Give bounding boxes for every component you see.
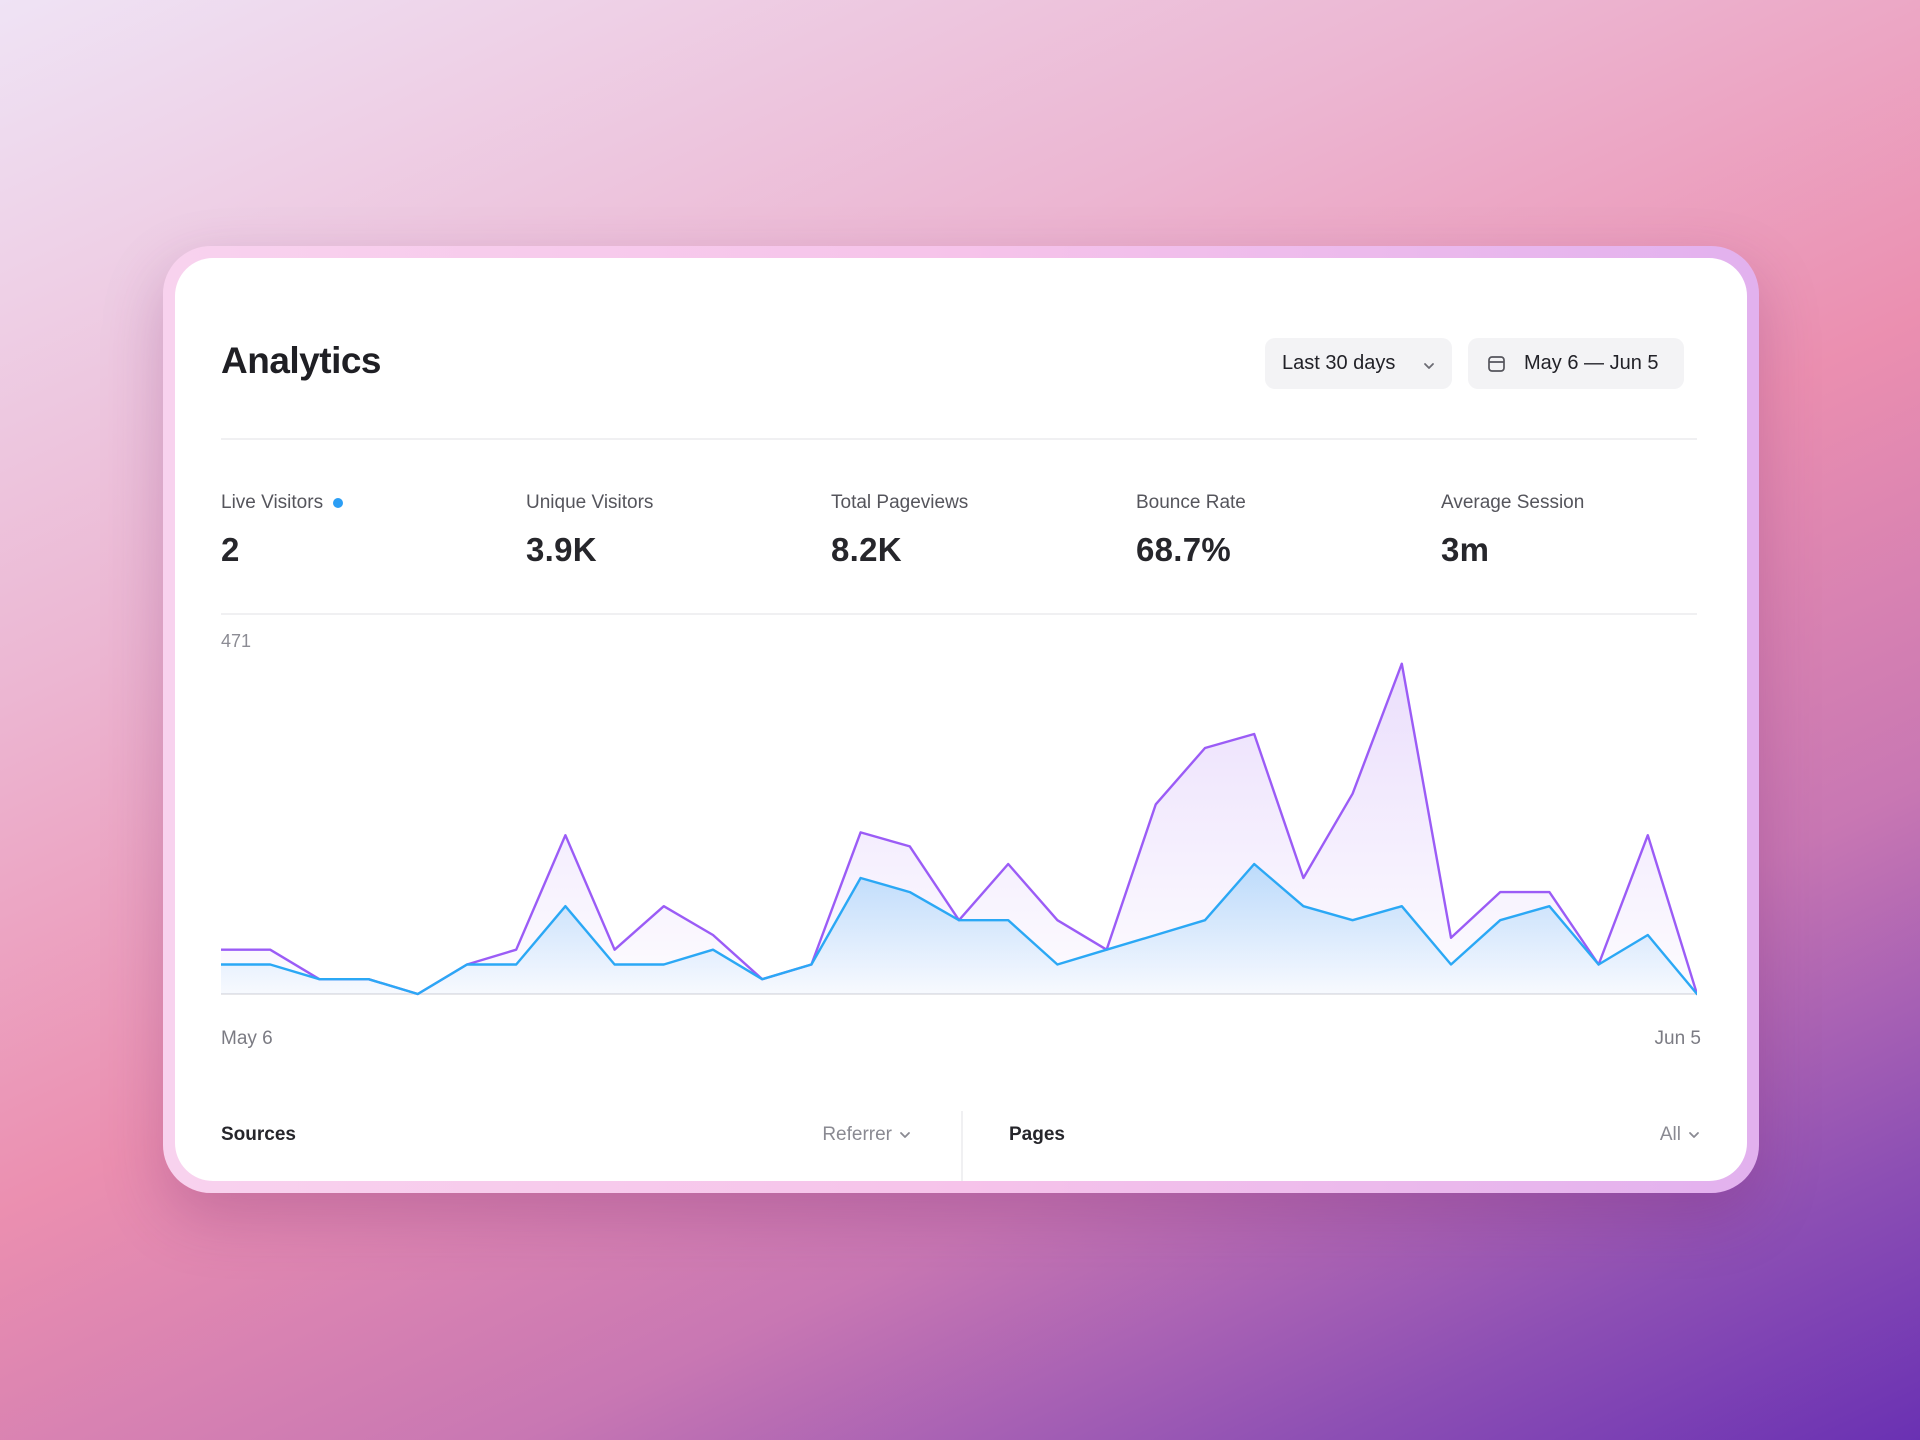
stat-value: 3m bbox=[1441, 531, 1490, 568]
card-frame: Analytics Last 30 days May 6 — Jun 5 Liv… bbox=[163, 246, 1759, 1193]
sources-filter-label: Referrer bbox=[822, 1124, 892, 1145]
chevron-down-icon bbox=[1687, 1128, 1701, 1142]
stat-total-pageviews: Total Pageviews 8.2K bbox=[831, 492, 968, 569]
visitors-area bbox=[221, 864, 1697, 994]
stat-value: 2 bbox=[221, 531, 240, 568]
pageviews-area bbox=[221, 663, 1697, 994]
date-range-label: Last 30 days bbox=[1282, 352, 1396, 374]
stat-value: 8.2K bbox=[831, 531, 902, 568]
stat-unique-visitors: Unique Visitors 3.9K bbox=[526, 492, 653, 569]
stat-value: 3.9K bbox=[526, 531, 597, 568]
sources-filter-dropdown[interactable]: Referrer bbox=[822, 1124, 912, 1146]
date-picker-button[interactable]: May 6 — Jun 5 bbox=[1468, 338, 1684, 389]
stat-label: Bounce Rate bbox=[1136, 492, 1246, 513]
panel-divider bbox=[961, 1111, 963, 1181]
page-title: Analytics bbox=[221, 340, 382, 381]
date-range-dropdown[interactable]: Last 30 days bbox=[1265, 338, 1452, 389]
stat-average-session: Average Session 3m bbox=[1441, 492, 1584, 569]
x-axis-end-label: Jun 5 bbox=[1654, 1028, 1701, 1049]
analytics-card: Analytics Last 30 days May 6 — Jun 5 Liv… bbox=[175, 258, 1747, 1181]
stat-live-visitors: Live Visitors 2 bbox=[221, 492, 344, 569]
stat-label: Live Visitors bbox=[221, 492, 324, 513]
date-picker-label: May 6 — Jun 5 bbox=[1524, 352, 1659, 374]
pages-filter-dropdown[interactable]: All bbox=[1660, 1124, 1701, 1146]
stat-bounce-rate: Bounce Rate 68.7% bbox=[1136, 492, 1246, 569]
header-divider bbox=[221, 438, 1697, 440]
stat-value: 68.7% bbox=[1136, 531, 1232, 568]
chevron-down-icon bbox=[898, 1128, 912, 1142]
x-axis-start-label: May 6 bbox=[221, 1028, 273, 1049]
visitors-line bbox=[221, 862, 1697, 996]
pages-filter-label: All bbox=[1659, 1124, 1681, 1145]
traffic-chart bbox=[221, 662, 1697, 996]
stats-divider bbox=[221, 613, 1697, 615]
stat-label: Unique Visitors bbox=[526, 492, 654, 513]
calendar-icon bbox=[1487, 354, 1506, 373]
sources-panel-title: Sources bbox=[221, 1124, 296, 1145]
y-axis-max-label: 471 bbox=[221, 631, 252, 651]
stat-label: Average Session bbox=[1441, 492, 1585, 513]
live-indicator-dot bbox=[333, 498, 344, 508]
stat-label: Total Pageviews bbox=[831, 492, 969, 513]
chevron-down-icon bbox=[1422, 356, 1436, 379]
pages-panel-title: Pages bbox=[1009, 1124, 1065, 1145]
